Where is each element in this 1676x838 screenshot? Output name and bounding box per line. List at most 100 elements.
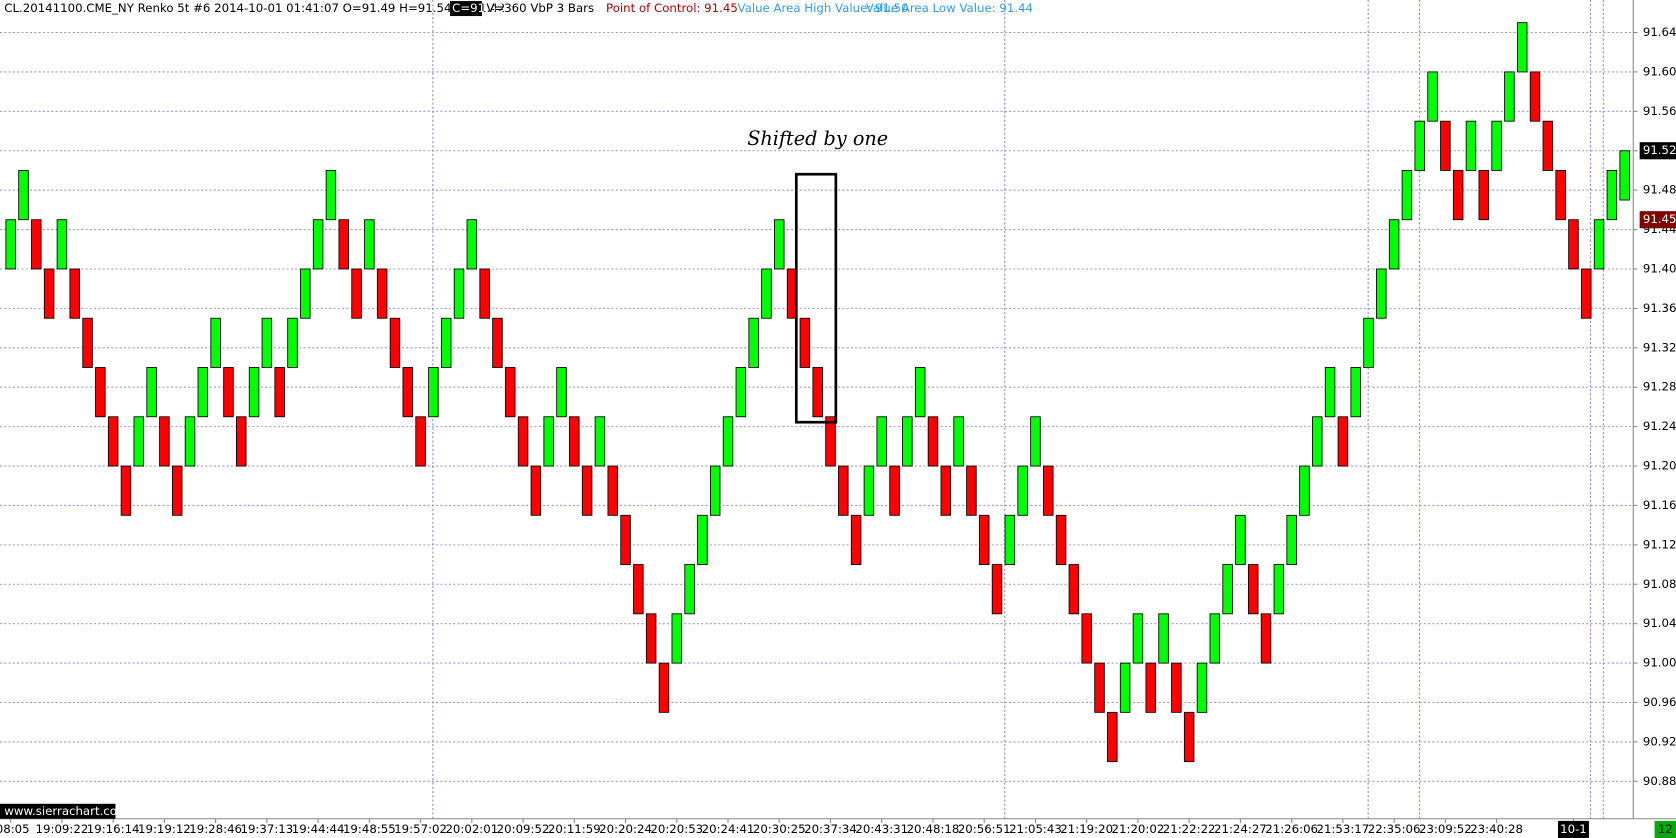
brick (1145, 662, 1156, 713)
y-tick-label: 91.28 (1643, 380, 1676, 394)
brick (761, 268, 772, 319)
y-tick-label: 91.60 (1643, 64, 1676, 78)
brick (1107, 711, 1118, 763)
brick (1132, 613, 1144, 664)
x-tick-label: 19:44:44 (292, 822, 345, 836)
x-tick-label: 20:20:24 (599, 822, 652, 836)
brick (978, 514, 990, 565)
brick (1542, 120, 1554, 171)
brick (543, 416, 554, 467)
brick (927, 416, 939, 467)
x-tick-label: 21:19:20 (1060, 822, 1113, 836)
brick (1529, 71, 1541, 122)
brick (709, 465, 721, 516)
brick (812, 367, 823, 418)
brick (197, 367, 209, 418)
brick (1222, 564, 1233, 615)
x-tick-label: 19:09:22 (36, 822, 89, 836)
watermark: www.sierrachart.com (4, 804, 128, 818)
header-close-box (449, 1, 483, 17)
brick (1273, 564, 1285, 615)
brick (1568, 219, 1579, 270)
y-tick-label: 91.08 (1643, 577, 1676, 591)
watermark-box (0, 803, 116, 819)
brick (1260, 613, 1272, 664)
brick (351, 268, 362, 319)
price-marker (1639, 211, 1676, 229)
x-tick-label: 20:48:18 (907, 822, 960, 836)
brick (95, 367, 106, 418)
annotation: Shifted by one (747, 127, 888, 150)
brick (1068, 564, 1080, 615)
x-tick-label: 10-1 (1560, 822, 1587, 836)
brick (1452, 170, 1464, 221)
brick (940, 465, 952, 516)
brick (1235, 514, 1246, 565)
x-tick-label: 23:09:52 (1419, 822, 1472, 836)
x-tick-label: 23:40:28 (1470, 822, 1523, 836)
brick (274, 367, 285, 418)
brick (825, 416, 836, 467)
brick (1324, 367, 1336, 418)
brick (18, 170, 29, 221)
y-tick-label: 90.92 (1643, 734, 1676, 748)
x-tick-label: 19:16:14 (87, 822, 140, 836)
brick (1196, 662, 1208, 713)
brick (1171, 662, 1182, 713)
brick (43, 268, 55, 319)
brick (1209, 613, 1221, 664)
brick (1504, 71, 1515, 122)
brick (440, 317, 452, 368)
brick (1119, 662, 1131, 713)
brick (479, 268, 490, 319)
brick (850, 514, 862, 565)
x-tick-label: 21:05:43 (1009, 822, 1062, 836)
brick (1606, 170, 1618, 221)
brick (1414, 120, 1425, 171)
brick (799, 317, 811, 368)
x-tick-label: 20:37:34 (804, 822, 857, 836)
brick (658, 662, 670, 713)
brick (517, 416, 529, 467)
brick (287, 317, 298, 368)
header-close: C=91.52 (452, 1, 504, 15)
brick (1516, 22, 1528, 73)
brick (1376, 268, 1387, 319)
y-tick-label: 91.40 (1643, 261, 1676, 275)
x-tick-label: 19:57:02 (394, 822, 447, 836)
brick (1055, 514, 1067, 565)
brick (300, 268, 311, 319)
brick (402, 367, 414, 418)
x-tick-label: 20:30:25 (753, 822, 806, 836)
brick (82, 317, 93, 368)
brick (556, 367, 567, 418)
brick (120, 465, 132, 516)
y-tick-label: 91.24 (1643, 419, 1676, 433)
brick (325, 170, 337, 221)
brick (1337, 416, 1349, 467)
brick (1555, 170, 1566, 221)
brick (505, 367, 516, 418)
x-tick-label: 20:43:31 (855, 822, 908, 836)
y-tick-label: 91.04 (1643, 616, 1676, 630)
brick (889, 465, 900, 516)
brick (1183, 711, 1195, 763)
brick (1299, 465, 1310, 516)
brick (453, 268, 465, 319)
header-val: Value Area Low Value: 91.44 (866, 1, 1033, 15)
y-tick-label: 91.32 (1643, 340, 1676, 354)
x-tick-label: :08:05 (0, 822, 30, 836)
y-tick-label: 91.56 (1643, 104, 1676, 118)
brick (415, 416, 426, 467)
x-tick-label: 21:22:22 (1163, 822, 1216, 836)
y-tick-label: 91.20 (1643, 459, 1676, 473)
y-tick-label: 90.96 (1643, 695, 1676, 709)
axis-layer: 90.88 90.92 90.96 91.00 91.04 91.08 91.12 91.16… (0, 25, 1676, 838)
x-tick-label: 19:28:46 (189, 822, 242, 836)
brick (735, 367, 747, 418)
brick (1427, 71, 1438, 122)
brick (223, 367, 234, 418)
